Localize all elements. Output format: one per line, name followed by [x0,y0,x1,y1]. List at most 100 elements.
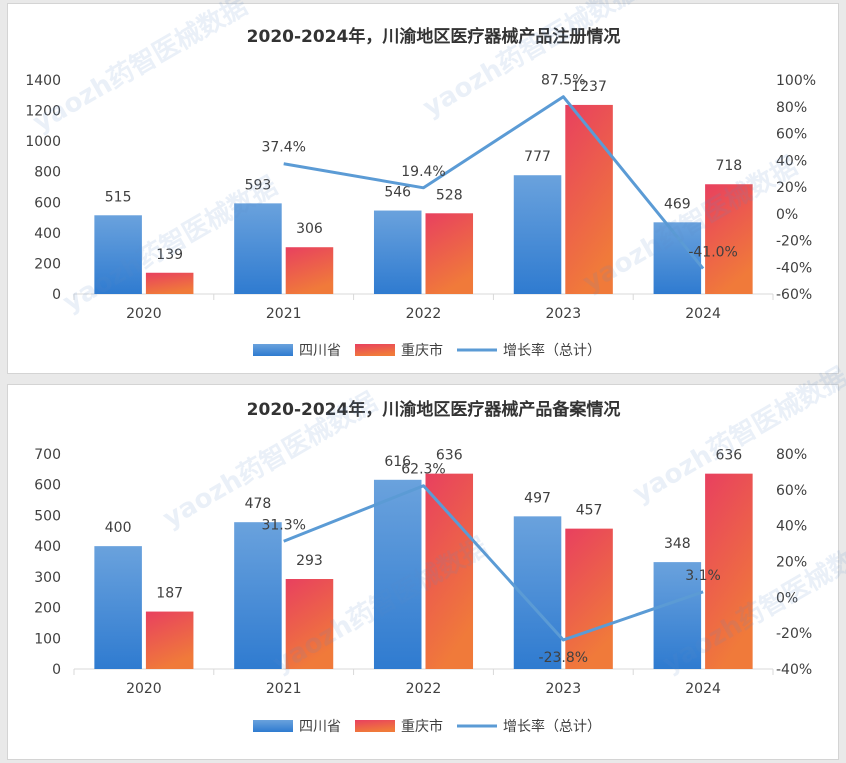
registration-chart-panel: 2020-2024年，川渝地区医疗器械产品注册情况 0 200 400 600 800 10… [7,0,839,374]
growth-rate-line [283,484,704,642]
sichuan-bar-value-label: 497 [524,490,551,506]
y-tick-label: 1000 [25,134,61,150]
sichuan-bar [373,479,422,669]
y2-tick-label: 0% [776,590,798,606]
registration-chart: 2020-2024年，川渝地区医疗器械产品注册情况 0 200 400 600 800 10… [25,26,816,359]
chongqing-bar-value-label: 1237 [571,79,607,95]
y2-tick-label: -40% [776,260,812,276]
filing-chart-panel: 2020-2024年，川渝地区医疗器械产品备案情况 0 100 200 300 400 50… [7,362,846,760]
growth-rate-label: 31.3% [261,517,305,533]
y2-tick-label: 0% [776,207,798,223]
legend-sichuan-swatch [253,720,293,732]
legend-sichuan-label: 四川省 [299,343,341,359]
sichuan-bar-value-label: 400 [105,520,132,536]
chongqing-bar-value-label: 293 [296,553,323,569]
x-category-label: 2022 [406,681,442,697]
sichuan-bar-value-label: 478 [245,496,272,512]
chongqing-bar-value-label: 528 [436,187,463,203]
y-tick-label: 200 [34,256,61,272]
x-category-label: 2020 [126,306,162,322]
sichuan-bar [94,215,142,294]
y-tick-label: 0 [52,662,61,678]
sichuan-bar [373,210,422,294]
sichuan-bar-value-label: 515 [105,189,132,205]
y2-tick-label: 100% [776,73,816,89]
y-tick-label: 800 [34,165,61,181]
y2-tick-label: 80% [776,100,807,116]
chongqing-bar-value-label: 306 [296,221,323,237]
y-tick-label: 700 [34,447,61,463]
chart-title: 2020-2024年，川渝地区医疗器械产品备案情况 [247,399,621,420]
legend-chongqing-swatch [355,344,395,356]
y2-tick-label: 60% [776,483,807,499]
y-tick-label: 400 [34,226,61,242]
chongqing-bar-value-label: 139 [156,247,183,263]
y2-tick-label: -20% [776,234,812,250]
chongqing-bar [145,272,194,294]
sichuan-bar [94,546,142,669]
x-category-label: 2023 [545,681,581,697]
x-category-label: 2021 [266,306,302,322]
chongqing-bar-value-label: 718 [715,158,742,174]
growth-rate-label: 19.4% [401,164,445,180]
sichuan-bar [653,562,702,669]
filing-chart: 2020-2024年，川渝地区医疗器械产品备案情况 0 100 200 300 400 50… [34,399,812,735]
chongqing-bar [705,473,753,669]
y2-tick-label: 60% [776,127,807,143]
chongqing-bar [285,579,334,669]
sichuan-bar [234,203,282,294]
y-tick-label: 1400 [25,73,61,89]
y2-tick-label: 20% [776,180,807,196]
legend-growth-rate-label: 增长率（总计） [503,342,601,359]
legend-chongqing-swatch [355,720,395,732]
x-category-label: 2024 [685,306,721,322]
y2-tick-label: 40% [776,519,807,535]
sichuan-bar-value-label: 546 [384,185,411,201]
growth-rate-label: 3.1% [685,568,721,584]
chart-title: 2020-2024年，川渝地区医疗器械产品注册情况 [247,26,621,47]
chongqing-bar-value-label: 187 [156,586,183,602]
growth-rate-label: 87.5% [541,73,585,89]
y-tick-label: 600 [34,195,61,211]
growth-rate-label: 37.4% [261,140,305,156]
growth-rate-line [283,95,705,270]
y2-tick-label: 80% [776,447,807,463]
sichuan-bar [513,175,562,294]
chongqing-bar [705,184,753,294]
chongqing-bar [145,611,194,669]
chongqing-bar [285,247,334,294]
y2-tick-label: 40% [776,153,807,169]
chongqing-bar [565,528,613,669]
x-category-label: 2024 [685,681,721,697]
x-category-label: 2022 [406,306,442,322]
x-category-label: 2021 [266,681,302,697]
legend-chongqing-label: 重庆市 [401,718,443,735]
y2-tick-label: -20% [776,626,812,642]
y2-tick-label: -60% [776,287,812,303]
chongqing-bar [425,213,474,294]
chongqing-bar-value-label: 636 [436,448,463,464]
sichuan-bar-value-label: 348 [664,536,691,552]
y-tick-label: 100 [34,631,61,647]
growth-rate-label: 62.3% [401,462,445,478]
y2-tick-label: -40% [776,662,812,678]
x-category-label: 2020 [126,681,162,697]
legend-sichuan-label: 四川省 [299,719,341,735]
y-tick-label: 300 [34,570,61,586]
y2-tick-label: 20% [776,555,807,571]
chongqing-bar [425,473,474,669]
chongqing-bar-value-label: 636 [715,448,742,464]
y-tick-label: 400 [34,539,61,555]
chongqing-bar [565,104,613,294]
sichuan-bar-value-label: 469 [664,196,691,212]
legend-chongqing-label: 重庆市 [401,342,443,359]
growth-rate-label: -41.0% [688,245,738,261]
growth-rate-label: -23.8% [539,650,589,666]
sichuan-bar-value-label: 777 [524,149,551,165]
y-tick-label: 200 [34,601,61,617]
x-category-label: 2023 [545,306,581,322]
legend-sichuan-swatch [253,344,293,356]
y-tick-label: 1200 [25,104,61,120]
legend-growth-rate-label: 增长率（总计） [503,718,601,735]
y-tick-label: 500 [34,508,61,524]
